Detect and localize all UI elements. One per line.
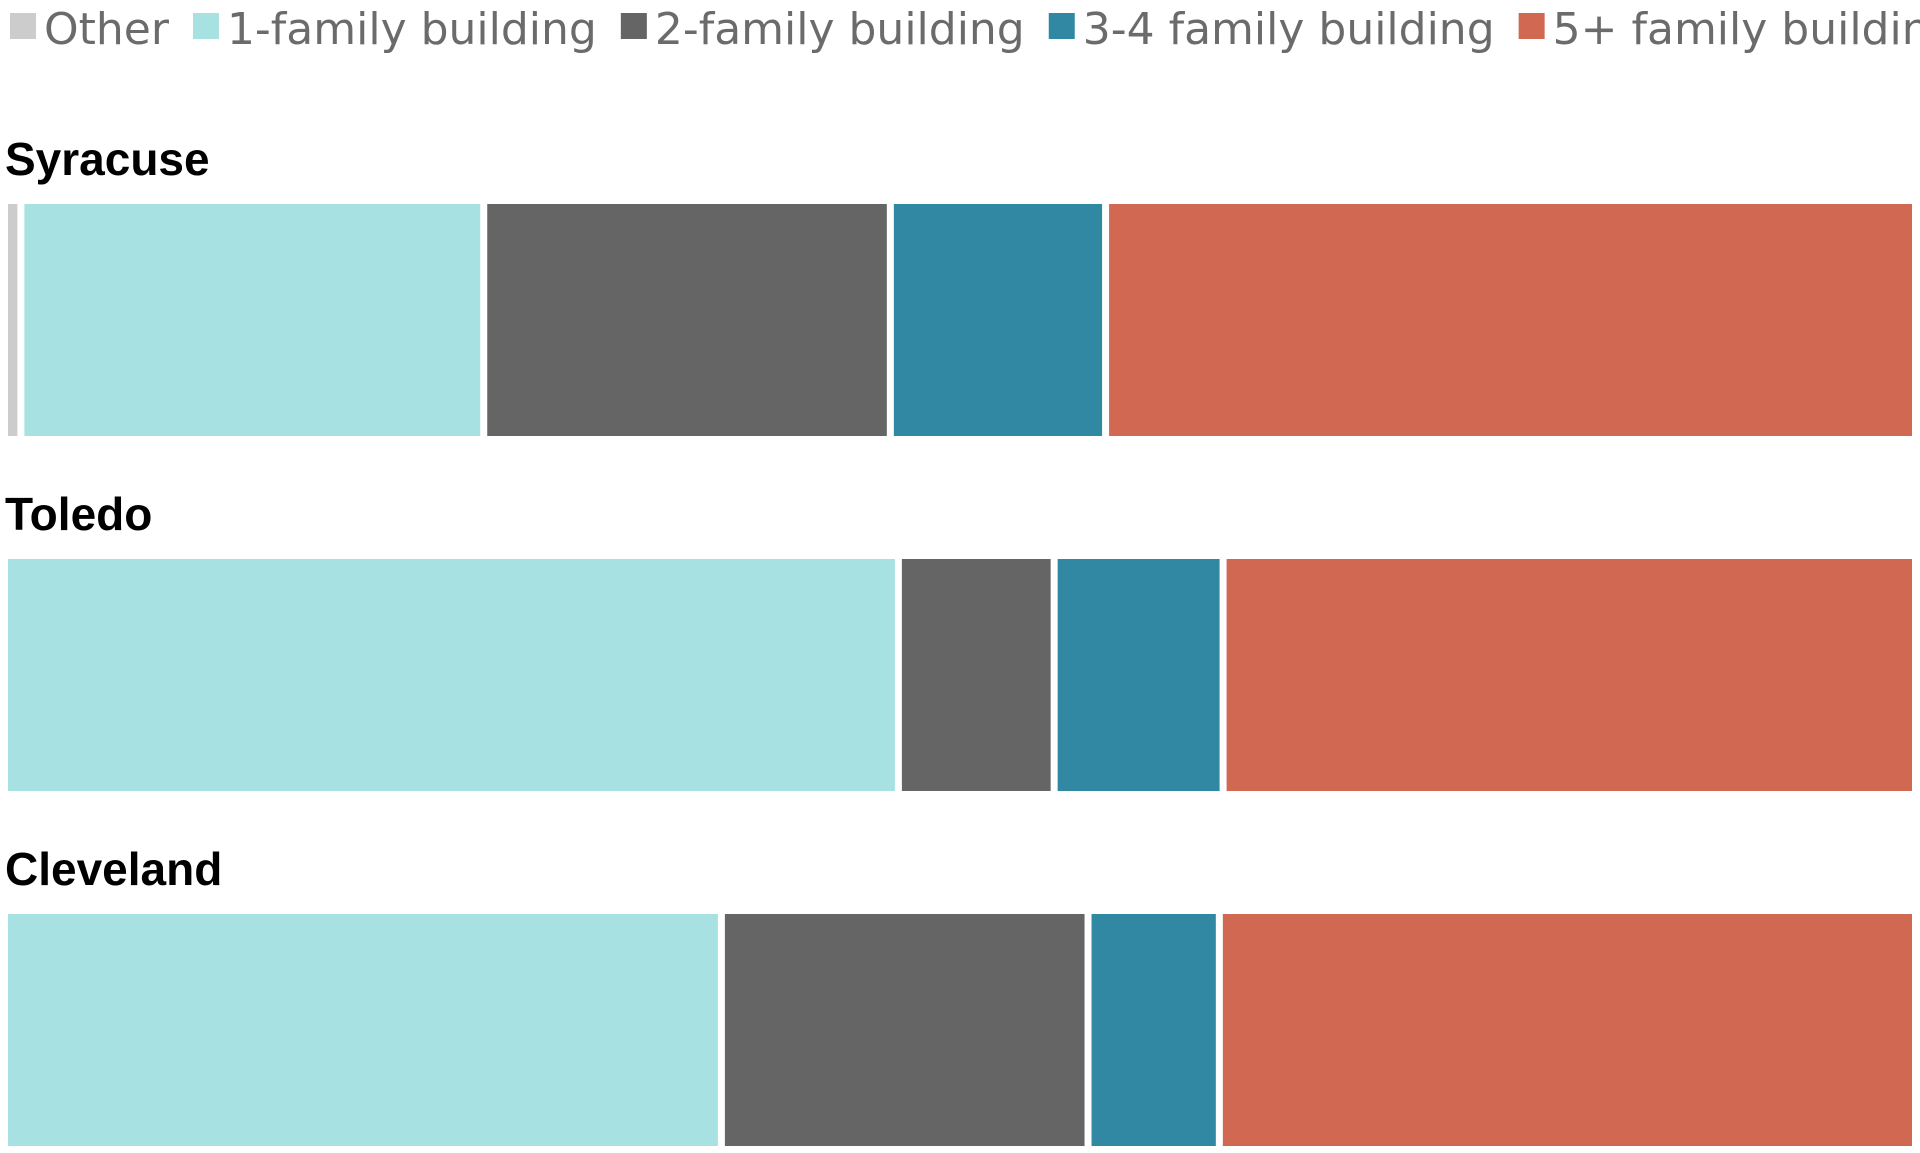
legend-item-2-family-building: 2-family building <box>620 4 1025 55</box>
bar-syracuse-5plus-family-building <box>1109 204 1912 436</box>
row-toledo: Toledo <box>5 488 1912 791</box>
legend-item-5plus-family-building: 5+ family building <box>1518 4 1920 55</box>
legend-item-1-family-building: 1-family building <box>192 4 597 55</box>
legend-label-other: Other <box>44 4 170 55</box>
bar-cleveland-5plus-family-building <box>1222 914 1912 1146</box>
bar-cleveland-1-family-building <box>8 914 718 1146</box>
legend-swatch-other <box>10 13 36 39</box>
bar-syracuse-1-family-building <box>24 204 481 436</box>
legend-swatch-2-family-building <box>620 13 647 39</box>
legend-label-5plus-family-building: 5+ family building <box>1553 4 1920 55</box>
legend-item-other: Other <box>10 4 170 55</box>
bar-cleveland-2-family-building <box>724 914 1085 1146</box>
bar-toledo-5plus-family-building <box>1226 559 1912 791</box>
row-syracuse: Syracuse <box>5 133 1912 436</box>
legend-swatch-5plus-family-building <box>1518 13 1545 39</box>
legend: Other 1-family building 2-family building 3… <box>10 4 1920 55</box>
bar-syracuse-3-4-family-building <box>893 204 1103 436</box>
city-label-syracuse: Syracuse <box>5 133 210 185</box>
bar-cleveland-3-4-family-building <box>1091 914 1216 1146</box>
bar-syracuse-2-family-building <box>487 204 887 436</box>
city-label-toledo: Toledo <box>5 488 152 540</box>
bar-toledo-3-4-family-building <box>1057 559 1220 791</box>
legend-label-3-4-family-building: 3-4 family building <box>1083 4 1495 55</box>
chart-rows: Syracuse Toledo Cleveland <box>5 133 1912 1146</box>
bar-toledo-1-family-building <box>8 559 895 791</box>
bar-toledo-2-family-building <box>901 559 1051 791</box>
legend-label-2-family-building: 2-family building <box>655 4 1025 55</box>
row-cleveland: Cleveland <box>5 843 1912 1146</box>
legend-label-1-family-building: 1-family building <box>227 4 597 55</box>
legend-swatch-3-4-family-building <box>1048 13 1075 39</box>
legend-item-3-4-family-building: 3-4 family building <box>1048 4 1495 55</box>
bar-syracuse-other <box>8 204 18 436</box>
city-label-cleveland: Cleveland <box>5 843 222 895</box>
legend-swatch-1-family-building <box>192 13 219 39</box>
